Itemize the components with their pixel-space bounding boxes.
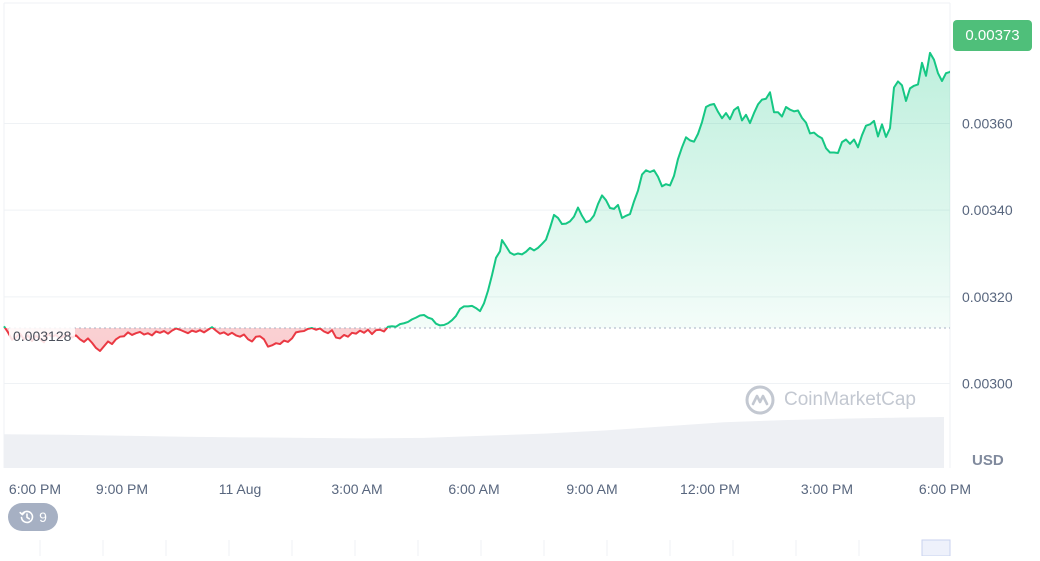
x-tick-label: 12:00 PM [680, 481, 740, 497]
volume-area [4, 417, 944, 468]
volume-series-area [4, 417, 944, 468]
price-line-down [3, 328, 389, 352]
x-tick-label: 6:00 AM [448, 481, 499, 497]
reference-price-label: 0.003128 [9, 326, 76, 346]
x-tick-label: 9:00 PM [96, 481, 148, 497]
y-axis: 0.00300 0.00320 0.00340 0.00360 [962, 115, 1013, 391]
history-icon [19, 510, 34, 524]
range-handle[interactable] [921, 539, 951, 557]
price-loss-area [5, 328, 387, 351]
y-tick-label: 0.00340 [962, 202, 1013, 218]
y-tick-label: 0.00320 [962, 289, 1013, 305]
history-button[interactable]: 9 [8, 503, 58, 531]
coinmarketcap-logo-icon [745, 385, 775, 415]
watermark-text: CoinMarketCap [784, 389, 916, 410]
y-tick-label: 0.00360 [962, 115, 1013, 131]
x-tick-label: 6:00 PM [9, 481, 61, 497]
currency-label: USD [972, 452, 1004, 469]
x-tick-label: 3:00 PM [801, 481, 853, 497]
x-axis: 6:00 PM 9:00 PM 11 Aug 3:00 AM 6:00 AM 9:00 A… [9, 481, 971, 497]
x-tick-label: 9:00 AM [566, 481, 617, 497]
x-tick-label: 11 Aug [219, 481, 262, 497]
range-strip[interactable] [0, 538, 951, 557]
current-price-tag: 0.00373 [953, 20, 1032, 51]
coinmarketcap-watermark: CoinMarketCap [744, 384, 916, 416]
y-tick-label: 0.00300 [962, 375, 1013, 391]
x-tick-label: 6:00 PM [919, 481, 971, 497]
x-tick-label: 3:00 AM [331, 481, 382, 497]
price-gain-area [4, 52, 950, 329]
price-line-up [3, 51, 950, 329]
history-count: 9 [39, 509, 47, 525]
